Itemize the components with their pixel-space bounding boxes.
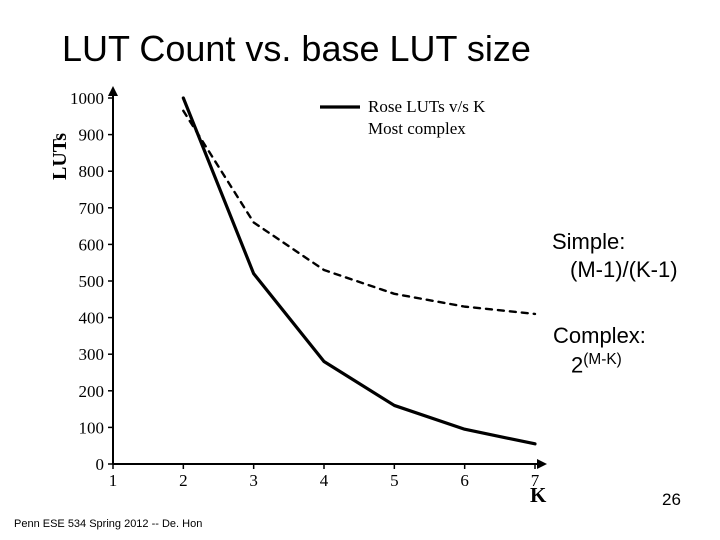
svg-text:500: 500 — [79, 272, 105, 291]
annotation-simple-l1: Simple: — [552, 228, 678, 256]
annotation-simple: Simple: (M-1)/(K-1) — [552, 228, 678, 283]
svg-text:5: 5 — [390, 471, 399, 490]
annotation-complex-l1: Complex: — [553, 322, 646, 350]
legend-swatch — [318, 118, 362, 140]
footer-text: Penn ESE 534 Spring 2012 -- De. Hon — [14, 518, 202, 530]
svg-text:4: 4 — [320, 471, 329, 490]
svg-text:900: 900 — [79, 126, 105, 145]
svg-text:2: 2 — [179, 471, 188, 490]
legend-label: Rose LUTs v/s K — [368, 97, 485, 117]
legend-label: Most complex — [368, 119, 466, 139]
svg-text:0: 0 — [96, 455, 105, 474]
x-axis-label: K — [530, 483, 546, 508]
svg-text:1000: 1000 — [70, 89, 104, 108]
annotation-complex-base: 2 — [571, 352, 583, 377]
svg-text:200: 200 — [79, 382, 105, 401]
svg-text:400: 400 — [79, 309, 105, 328]
chart-legend: Rose LUTs v/s KMost complex — [318, 96, 485, 140]
svg-text:700: 700 — [79, 199, 105, 218]
svg-text:1: 1 — [109, 471, 118, 490]
annotation-simple-l2: (M-1)/(K-1) — [552, 256, 678, 284]
y-axis-label: LUTs — [49, 133, 72, 180]
annotation-complex-exp: (M-K) — [583, 351, 621, 368]
svg-text:3: 3 — [249, 471, 258, 490]
svg-text:800: 800 — [79, 162, 105, 181]
svg-text:600: 600 — [79, 235, 105, 254]
page-number: 26 — [662, 490, 681, 510]
svg-text:100: 100 — [79, 418, 105, 437]
svg-text:300: 300 — [79, 345, 105, 364]
annotation-complex: Complex: 2(M-K) — [553, 322, 646, 378]
annotation-complex-l2: 2(M-K) — [553, 350, 646, 379]
slide: { "title": { "text": "LUT Count vs. base… — [0, 0, 720, 540]
svg-text:6: 6 — [460, 471, 469, 490]
legend-item: Most complex — [318, 118, 485, 140]
